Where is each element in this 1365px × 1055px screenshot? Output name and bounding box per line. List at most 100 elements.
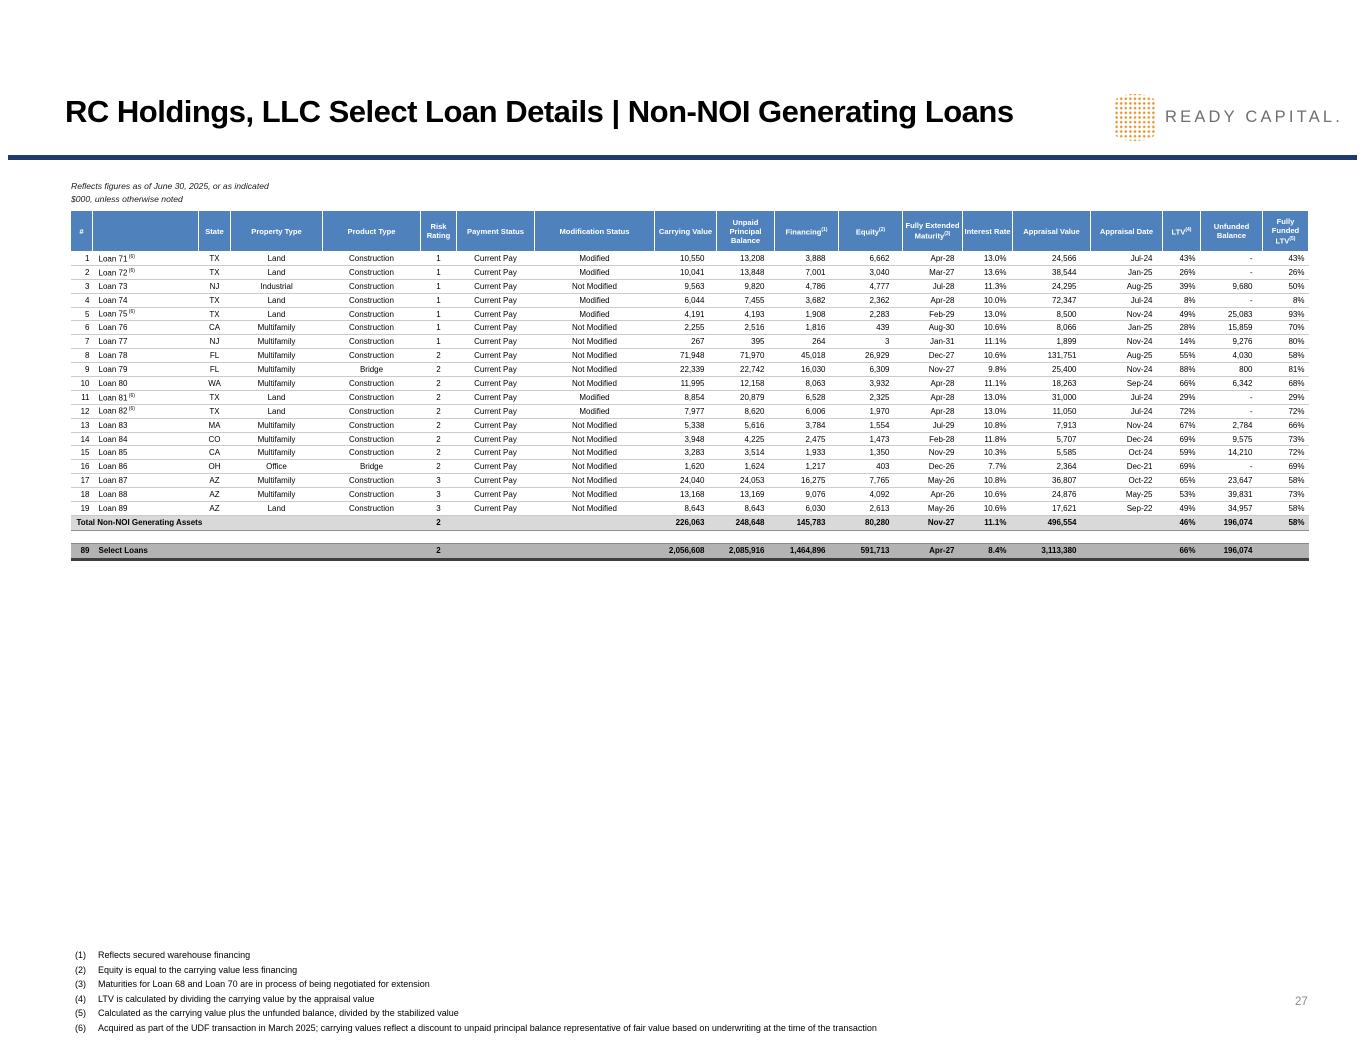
cell-ltv: 49% <box>1162 501 1201 516</box>
cell-loan: Loan 83 <box>92 418 199 433</box>
column-header-carrying: Carrying Value <box>654 210 717 252</box>
cell-property: Multifamily <box>230 418 323 433</box>
cell-payment: Current Pay <box>456 418 535 433</box>
cell-carrying: 9,563 <box>654 279 717 294</box>
cell-carrying: 8,643 <box>654 501 717 516</box>
cell-unfunded: 4,030 <box>1200 348 1263 364</box>
cell-state: FL <box>198 362 231 378</box>
cell-product: Construction <box>322 445 421 461</box>
cell-loan: Loan 76 <box>92 320 199 336</box>
cell-financing: 1,464,896 <box>774 542 839 561</box>
cell-upb: 13,848 <box>716 265 775 280</box>
cell-payment: Current Pay <box>456 390 535 405</box>
column-header-row: # State Property Type Product Type Risk Rati… <box>70 210 1309 252</box>
cell-payment <box>456 514 535 531</box>
cell-appraisal_value: 8,066 <box>1012 320 1091 336</box>
cell-maturity: Apr-28 <box>902 251 963 266</box>
cell-modification: Modified <box>534 307 655 322</box>
note-line: $000, unless otherwise noted <box>71 194 183 204</box>
cell-equity: 4,777 <box>838 279 903 294</box>
cell-state: AZ <box>198 473 231 489</box>
column-header-risk: Risk Rating <box>420 210 457 252</box>
table-notes: Reflects figures as of June 30, 2025, or… <box>71 180 269 206</box>
cell-rate: 10.0% <box>962 293 1013 308</box>
cell-maturity: Jul-29 <box>902 418 963 433</box>
cell-appraisal_value: 131,751 <box>1012 348 1091 364</box>
cell-maturity: Apr-28 <box>902 293 963 308</box>
select-loans-row: 89 Select Loans 2 2,056,608 2,085,916 1,464,8… <box>70 542 1309 561</box>
cell-risk: 1 <box>420 265 457 280</box>
footnote-number: (4) <box>75 993 86 1004</box>
cell-financing: 3,784 <box>774 418 839 433</box>
cell-equity: 6,309 <box>838 362 903 378</box>
cell-ltv: 8% <box>1162 293 1201 308</box>
cell-appraisal_date: Nov-24 <box>1090 418 1163 433</box>
cell-modification: Not Modified <box>534 487 655 503</box>
cell-unfunded: - <box>1200 251 1263 266</box>
table-row: 6 Loan 76 CA Multifamily Construction 1 Curren… <box>70 320 1309 336</box>
cell-loan: Loan 72 (6) <box>92 265 199 280</box>
cell-property: Multifamily <box>230 487 323 503</box>
cell-num: 2 <box>70 265 93 280</box>
cell-risk: 2 <box>420 376 457 391</box>
cell-appraisal_value: 2,364 <box>1012 459 1091 475</box>
cell-maturity: Apr-28 <box>902 404 963 419</box>
cell-risk: 2 <box>420 404 457 419</box>
cell-appraisal_date <box>1090 514 1163 531</box>
cell-appraisal_date: Aug-25 <box>1090 348 1163 364</box>
footnote-number: (1) <box>75 950 86 960</box>
column-header-num: # <box>70 210 93 252</box>
cell-property: Land <box>230 404 323 419</box>
cell-maturity: Nov-27 <box>902 362 963 378</box>
cell-ff_ltv: 73% <box>1262 487 1309 503</box>
cell-carrying: 3,283 <box>654 445 717 461</box>
cell-upb: 13,208 <box>716 251 775 266</box>
table-row: 9 Loan 79 FL Multifamily Bridge 2 Current Pay N… <box>70 362 1309 378</box>
cell-property: Multifamily <box>230 362 323 378</box>
cell-num: 89 <box>70 542 93 561</box>
cell-rate: 9.8% <box>962 362 1013 378</box>
cell-appraisal_date: Nov-24 <box>1090 334 1163 350</box>
cell-upb: 71,970 <box>716 348 775 364</box>
cell-payment: Current Pay <box>456 487 535 503</box>
cell-product: Bridge <box>322 362 421 378</box>
cell-appraisal_value: 7,913 <box>1012 418 1091 433</box>
cell-num: 9 <box>70 362 93 378</box>
cell-payment: Current Pay <box>456 376 535 391</box>
footnote-line: (2) Equity is equal to the carrying value… <box>75 963 877 978</box>
cell-property: Multifamily <box>230 473 323 489</box>
cell-ff_ltv: 69% <box>1262 459 1309 475</box>
table-row: 10 Loan 80 WA Multifamily Construction 2 Curre… <box>70 376 1309 391</box>
cell-product: Construction <box>322 376 421 391</box>
column-header-rate: Interest Rate <box>962 210 1013 252</box>
cell-ltv: 72% <box>1162 404 1201 419</box>
cell-appraisal_value: 1,899 <box>1012 334 1091 350</box>
note-line: Reflects figures as of June 30, 2025, or… <box>71 181 269 191</box>
table-row: 16 Loan 86 OH Office Bridge 2 Current Pay Not M… <box>70 459 1309 475</box>
cell-rate: 10.8% <box>962 418 1013 433</box>
cell-payment: Current Pay <box>456 362 535 378</box>
cell-financing: 7,001 <box>774 265 839 280</box>
cell-upb: 8,643 <box>716 501 775 516</box>
cell-risk: 1 <box>420 307 457 322</box>
cell-state: FL <box>198 348 231 364</box>
cell-financing: 6,030 <box>774 501 839 516</box>
cell-appraisal_date: Dec-21 <box>1090 459 1163 475</box>
cell-product: Construction <box>322 404 421 419</box>
cell-carrying: 1,620 <box>654 459 717 475</box>
cell-product: Construction <box>322 307 421 322</box>
cell-unfunded: 14,210 <box>1200 445 1263 461</box>
cell-product: Construction <box>322 251 421 266</box>
column-header-equity: Equity(2) <box>838 210 903 252</box>
cell-ltv: 88% <box>1162 362 1201 378</box>
cell-ltv: 29% <box>1162 390 1201 405</box>
cell-product: Construction <box>322 432 421 447</box>
cell-rate: 13.0% <box>962 390 1013 405</box>
cell-unfunded: 800 <box>1200 362 1263 378</box>
cell-risk: 1 <box>420 251 457 266</box>
cell-maturity: Nov-27 <box>902 514 963 531</box>
cell-product: Construction <box>322 487 421 503</box>
cell-ff_ltv: 81% <box>1262 362 1309 378</box>
cell-appraisal_date: Sep-24 <box>1090 376 1163 391</box>
cell-rate: 11.1% <box>962 334 1013 350</box>
